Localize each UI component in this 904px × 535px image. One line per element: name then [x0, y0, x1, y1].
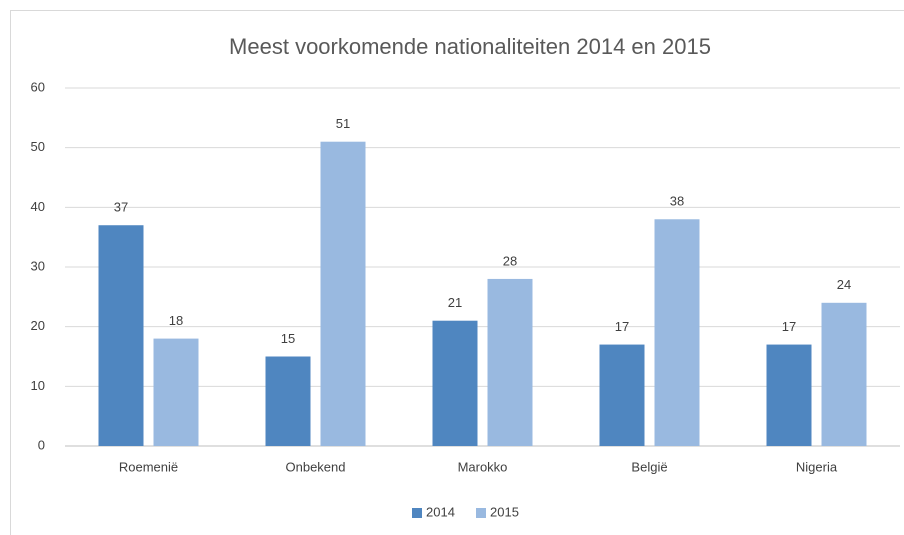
bar	[487, 278, 533, 446]
bar	[432, 320, 478, 446]
y-tick-label: 20	[31, 318, 45, 333]
bar	[153, 338, 199, 446]
chart-border	[10, 10, 904, 535]
data-label: 51	[336, 116, 350, 131]
data-label: 17	[782, 319, 796, 334]
data-label: 38	[670, 194, 684, 209]
legend-label: 2015	[490, 504, 519, 519]
y-tick-label: 40	[31, 199, 45, 214]
legend-label: 2014	[426, 504, 455, 519]
legend-swatch	[476, 508, 486, 518]
data-label: 28	[503, 253, 517, 268]
x-tick-label: Roemenië	[119, 459, 178, 474]
bar	[654, 219, 700, 446]
bar	[821, 302, 867, 446]
data-label: 24	[837, 277, 851, 292]
y-tick-label: 30	[31, 258, 45, 273]
data-label: 37	[114, 200, 128, 215]
y-tick-label: 0	[38, 437, 45, 452]
legend-swatch	[412, 508, 422, 518]
x-tick-label: Nigeria	[796, 459, 838, 474]
bar	[265, 356, 311, 446]
bar	[766, 344, 812, 446]
y-tick-label: 60	[31, 79, 45, 94]
data-label: 21	[448, 295, 462, 310]
x-tick-label: Onbekend	[286, 459, 346, 474]
y-tick-label: 50	[31, 139, 45, 154]
bar	[320, 141, 366, 446]
bar	[98, 225, 144, 446]
x-tick-label: België	[631, 459, 667, 474]
data-label: 15	[281, 331, 295, 346]
data-label: 18	[169, 313, 183, 328]
bar	[599, 344, 645, 446]
data-label: 17	[615, 319, 629, 334]
y-tick-label: 10	[31, 378, 45, 393]
chart-title: Meest voorkomende nationaliteiten 2014 e…	[229, 34, 711, 59]
x-tick-label: Marokko	[458, 459, 508, 474]
